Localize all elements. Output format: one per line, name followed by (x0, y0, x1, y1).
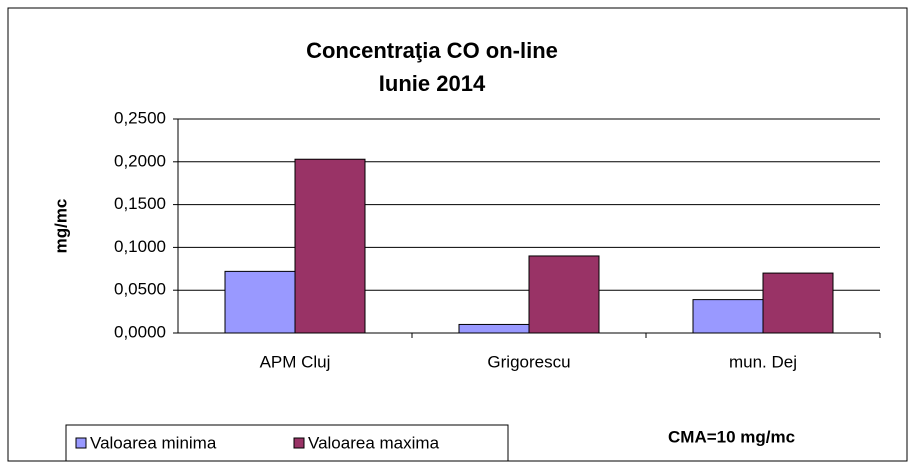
y-tick-label: 0,1500 (114, 194, 166, 213)
bar (294, 158, 366, 334)
x-tick-label: mun. Dej (729, 352, 797, 371)
legend-box (65, 424, 509, 462)
chart-subtitle: Iunie 2014 (379, 71, 486, 96)
x-tick-label: APM Cluj (260, 352, 331, 371)
y-tick-label: 0,1000 (114, 237, 166, 256)
bar (692, 299, 764, 334)
legend-swatch (75, 437, 87, 449)
y-tick-label: 0,2000 (114, 151, 166, 170)
legend-label: Valoarea minima (90, 433, 217, 452)
legend-label: Valoarea maxima (308, 433, 440, 452)
y-axis-label: mg/mc (51, 199, 70, 254)
y-tick-label: 0,2500 (114, 108, 166, 127)
bar (224, 270, 296, 334)
y-tick-label: 0,0500 (114, 280, 166, 299)
legend-swatch (293, 437, 305, 449)
annotation: CMA=10 mg/mc (668, 427, 795, 446)
bar (528, 255, 600, 334)
chart-title: Concentraţia CO on-line (306, 38, 558, 63)
x-tick-label: Grigorescu (487, 352, 570, 371)
chart-frame (7, 7, 908, 462)
bar (762, 272, 834, 334)
y-tick-label: 0,0000 (114, 322, 166, 341)
bar (458, 323, 530, 334)
